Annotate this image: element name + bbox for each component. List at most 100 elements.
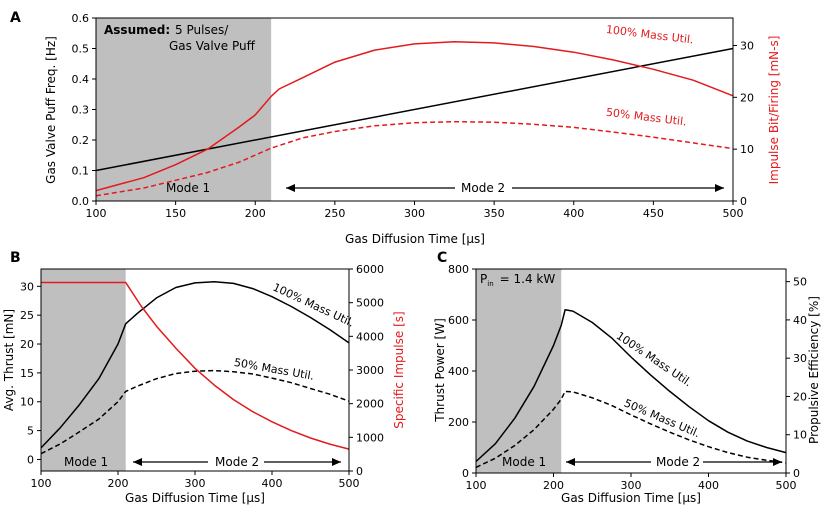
series-c-1 bbox=[475, 390, 787, 469]
ytick-label-c-2: 400 bbox=[448, 365, 469, 378]
panel-b-xlabel: Gas Diffusion Time [μs] bbox=[125, 491, 265, 505]
pin-label: Pin = 1.4 kW bbox=[480, 272, 555, 288]
pin-symbol: P bbox=[480, 272, 487, 286]
ytick-right-label-b-4: 4000 bbox=[356, 330, 384, 343]
ytick-right-label-a-1: 10 bbox=[740, 143, 754, 156]
ytick-label-b-4: 20 bbox=[20, 338, 34, 351]
series-a-2 bbox=[95, 120, 734, 197]
ytick-label-b-2: 10 bbox=[20, 396, 34, 409]
mode2-arrow-a bbox=[286, 184, 724, 192]
xtick-label-b-1: 200 bbox=[108, 477, 129, 490]
arrowhead-left-icon bbox=[566, 458, 575, 466]
assumed-text-line1: 5 Pulses/ bbox=[175, 23, 229, 37]
ytick-label-c-4: 800 bbox=[448, 263, 469, 276]
curve-label-c-0: 100% Mass Util. bbox=[614, 329, 694, 389]
panel-c: C 100% Mass Util.50% Mass Util. 100 200 30… bbox=[433, 250, 821, 505]
arrowhead-left-icon bbox=[133, 458, 142, 466]
ytick-right-label-b-3: 3000 bbox=[356, 364, 384, 377]
xtick-label-c-4: 500 bbox=[776, 479, 797, 492]
series-b-2 bbox=[41, 281, 350, 450]
ytick-right-label-a-2: 20 bbox=[740, 91, 754, 104]
ytick-right-label-c-2: 20 bbox=[793, 390, 807, 403]
mode1-label-b: Mode 1 bbox=[64, 455, 108, 469]
ytick-right-label-b-1: 1000 bbox=[356, 431, 384, 444]
ytick-label-b-3: 15 bbox=[20, 367, 34, 380]
series-c-0 bbox=[475, 309, 787, 463]
xtick-label-b-3: 400 bbox=[262, 477, 283, 490]
curve-label-a-2: 50% Mass Util. bbox=[605, 106, 687, 129]
panel-c-ylabel: Thrust Power [W] bbox=[433, 318, 447, 423]
ytick-label-b-1: 5 bbox=[27, 425, 34, 438]
xtick-label-a-0: 100 bbox=[86, 207, 107, 220]
mode2-label-b: Mode 2 bbox=[215, 455, 259, 469]
xtick-label-a-3: 250 bbox=[324, 207, 345, 220]
arrowhead-right-icon bbox=[715, 184, 724, 192]
ytick-label-b-0: 0 bbox=[27, 453, 34, 466]
panel-a: A 100% Mass Util.50% Mass Util. 100 150 20… bbox=[10, 10, 781, 246]
panel-a-xlabel: Gas Diffusion Time [μs] bbox=[345, 232, 485, 246]
xtick-label-a-6: 400 bbox=[563, 207, 584, 220]
ytick-label-c-3: 600 bbox=[448, 314, 469, 327]
panel-b: B 100% Mass Util.50% Mass Util. 100 200 30… bbox=[2, 250, 406, 505]
panel-b-ylabel: Avg. Thrust [mN] bbox=[2, 309, 16, 411]
ytick-right-label-b-5: 5000 bbox=[356, 297, 384, 310]
xtick-label-b-0: 100 bbox=[31, 477, 52, 490]
ytick-right-label-c-4: 40 bbox=[793, 314, 807, 327]
arrowhead-right-icon bbox=[773, 458, 782, 466]
series-a-0 bbox=[95, 47, 734, 172]
ytick-label-b-5: 25 bbox=[20, 309, 34, 322]
ytick-right-label-b-2: 2000 bbox=[356, 398, 384, 411]
xtick-label-b-4: 500 bbox=[339, 477, 360, 490]
panel-a-ylabel-right: Impulse Bit/Firing [mN-s] bbox=[767, 36, 781, 185]
mode2-arrow-c bbox=[566, 458, 782, 466]
arrowhead-left-icon bbox=[286, 184, 295, 192]
series-b-1 bbox=[40, 369, 350, 455]
ytick-right-label-c-3: 30 bbox=[793, 352, 807, 365]
mode2-label-c: Mode 2 bbox=[656, 455, 700, 469]
xtick-label-b-2: 300 bbox=[185, 477, 206, 490]
panel-a-ylabel: Gas Valve Puff Freq. [Hz] bbox=[44, 36, 58, 184]
curve-label-b-0: 100% Mass Util. bbox=[271, 281, 356, 330]
xtick-label-a-7: 450 bbox=[643, 207, 664, 220]
xtick-label-c-1: 200 bbox=[543, 479, 564, 492]
ytick-label-c-1: 200 bbox=[448, 416, 469, 429]
panel-a-letter: A bbox=[10, 10, 21, 26]
xtick-label-a-2: 200 bbox=[245, 207, 266, 220]
mode1-label-a: Mode 1 bbox=[166, 181, 210, 195]
ytick-label-a-5: 0.5 bbox=[72, 43, 90, 56]
pin-subscript: in bbox=[487, 280, 493, 288]
ytick-label-a-4: 0.4 bbox=[72, 73, 90, 86]
panel-b-ylabel-right: Specific Impulse [s] bbox=[392, 311, 406, 428]
xtick-label-a-8: 500 bbox=[723, 207, 744, 220]
panel-c-letter: C bbox=[437, 250, 447, 266]
mode1-shade-a bbox=[96, 18, 272, 201]
ytick-right-label-c-5: 50 bbox=[793, 276, 807, 289]
ytick-label-a-6: 0.6 bbox=[72, 12, 90, 25]
pin-value: = 1.4 kW bbox=[500, 272, 556, 286]
ytick-label-c-0: 0 bbox=[462, 467, 469, 480]
ytick-label-a-0: 0.0 bbox=[72, 195, 90, 208]
ytick-right-label-b-0: 0 bbox=[356, 465, 363, 478]
xtick-label-c-0: 100 bbox=[466, 479, 487, 492]
ytick-label-b-6: 30 bbox=[20, 280, 34, 293]
xtick-label-c-2: 300 bbox=[621, 479, 642, 492]
ytick-right-label-a-3: 30 bbox=[740, 39, 754, 52]
mode2-arrow-b bbox=[133, 458, 341, 466]
assumed-text-line2: Gas Valve Puff bbox=[169, 39, 256, 53]
ytick-right-label-b-6: 6000 bbox=[356, 263, 384, 276]
ytick-right-label-a-0: 0 bbox=[740, 195, 747, 208]
xtick-label-a-1: 150 bbox=[165, 207, 186, 220]
curve-label-a-1: 100% Mass Util. bbox=[605, 23, 694, 47]
series-a-1 bbox=[95, 41, 734, 192]
ytick-right-label-c-1: 10 bbox=[793, 429, 807, 442]
ytick-label-a-2: 0.2 bbox=[72, 134, 90, 147]
xtick-label-c-3: 400 bbox=[698, 479, 719, 492]
ytick-label-a-1: 0.1 bbox=[72, 165, 90, 178]
ytick-right-label-c-0: 0 bbox=[793, 467, 800, 480]
mode2-label-a: Mode 2 bbox=[461, 181, 505, 195]
mode1-label-c: Mode 1 bbox=[502, 455, 546, 469]
panel-c-ylabel-right: Propulsive Efficiency [%] bbox=[807, 296, 821, 444]
mode1-shade-b bbox=[41, 269, 126, 471]
panel-b-letter: B bbox=[10, 250, 21, 266]
